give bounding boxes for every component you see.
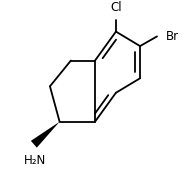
Text: Cl: Cl bbox=[110, 1, 122, 14]
Text: H₂N: H₂N bbox=[24, 154, 47, 167]
Polygon shape bbox=[31, 122, 60, 148]
Text: Br: Br bbox=[166, 30, 179, 43]
